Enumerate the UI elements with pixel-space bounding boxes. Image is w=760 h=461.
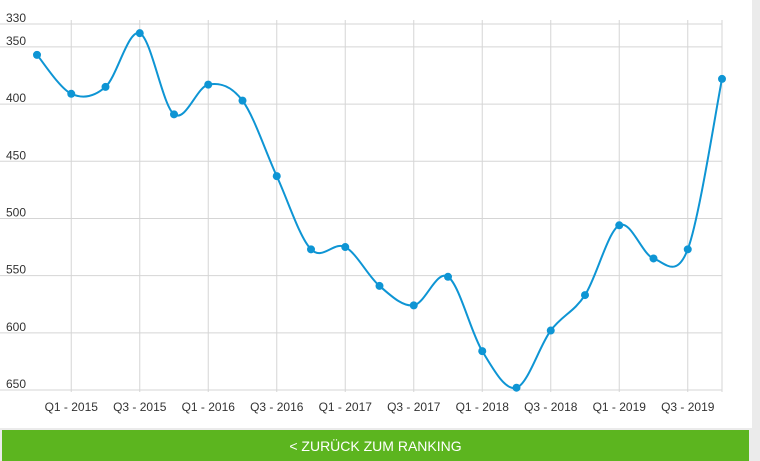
data-point[interactable] — [718, 74, 726, 83]
data-point[interactable] — [375, 281, 384, 290]
x-tick-label: Q1 - 2019 — [593, 400, 647, 414]
y-tick-label: 350 — [6, 34, 26, 48]
y-axis-ticks: 330 350 400 450 500 550 600 650 — [6, 11, 26, 391]
data-point[interactable] — [307, 245, 315, 254]
x-tick-label: Q1 - 2018 — [456, 400, 510, 414]
x-tick-label: Q1 - 2015 — [45, 400, 99, 414]
data-points — [33, 29, 726, 392]
x-tick-label: Q3 - 2017 — [387, 400, 441, 414]
data-point[interactable] — [33, 50, 41, 59]
x-tick-label: Q1 - 2016 — [182, 400, 236, 414]
data-point[interactable] — [101, 82, 110, 91]
y-tick-label: 550 — [6, 263, 26, 277]
x-axis-ticks: Q1 - 2015 Q3 - 2015 Q1 - 2016 Q3 - 2016 Q1 -… — [45, 400, 715, 414]
data-point[interactable] — [546, 326, 555, 335]
data-point[interactable] — [683, 245, 692, 254]
data-point[interactable] — [135, 29, 144, 38]
data-point[interactable] — [341, 243, 350, 252]
x-tick-label: Q1 - 2017 — [319, 400, 373, 414]
data-point[interactable] — [615, 221, 624, 230]
y-tick-label: 450 — [6, 148, 26, 162]
data-point[interactable] — [512, 383, 521, 392]
x-tick-label: Q3 - 2019 — [661, 400, 715, 414]
data-point[interactable] — [238, 96, 247, 105]
ranking-line-chart: 330 350 400 450 500 550 600 650 Q1 - 2015 Q3 - 2… — [0, 11, 726, 414]
x-tick-label: Q3 - 2016 — [250, 400, 304, 414]
data-point[interactable] — [272, 172, 281, 181]
y-tick-label: 650 — [6, 377, 26, 391]
grid — [0, 20, 723, 392]
data-point[interactable] — [67, 89, 76, 98]
y-tick-label: 400 — [6, 91, 26, 105]
x-tick-label: Q3 - 2015 — [113, 400, 167, 414]
data-point[interactable] — [204, 80, 213, 89]
data-point[interactable] — [170, 110, 178, 119]
y-tick-label: 330 — [6, 11, 26, 25]
y-tick-label: 600 — [6, 320, 26, 334]
data-point[interactable] — [581, 291, 589, 300]
back-to-ranking-button[interactable]: < ZURÜCK ZUM RANKING — [2, 430, 749, 461]
chart-panel: 330 350 400 450 500 550 600 650 Q1 - 2015 Q3 - 2… — [0, 0, 752, 428]
y-tick-label: 500 — [6, 205, 26, 219]
data-point[interactable] — [478, 347, 487, 356]
data-point[interactable] — [649, 254, 658, 263]
data-point[interactable] — [444, 272, 452, 281]
x-tick-label: Q3 - 2018 — [524, 400, 578, 414]
data-point[interactable] — [409, 301, 418, 310]
